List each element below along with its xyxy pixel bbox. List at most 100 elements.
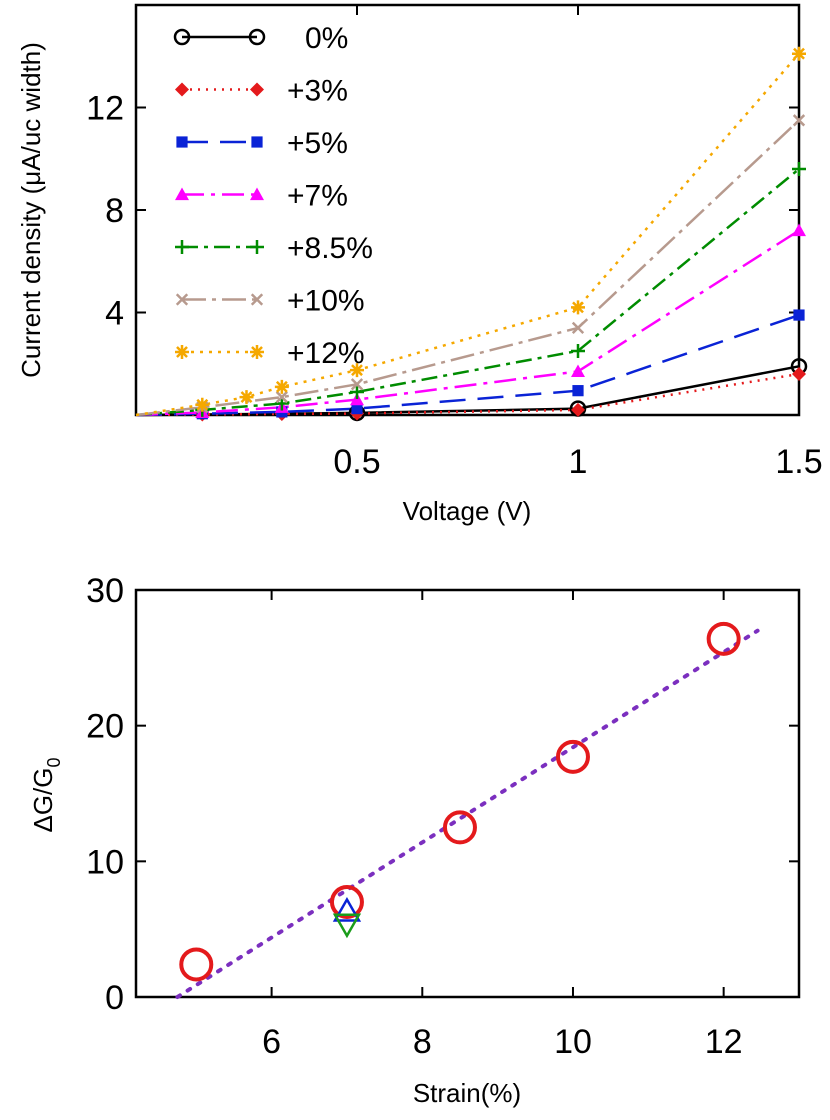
chart1-point-s5-p2-shape xyxy=(275,390,288,404)
chart1-point-s6-p3 xyxy=(274,379,289,394)
chart1-series-line-5 xyxy=(135,119,800,417)
chart1-point-s3-p4 xyxy=(571,364,585,378)
chart2-markers xyxy=(179,621,741,982)
chart1-point-s4-p4-shape xyxy=(571,343,585,358)
chart1-legend-marker-right-6 xyxy=(250,345,264,359)
chart1-legend-marker-left-0-shape xyxy=(173,28,191,46)
chart1-legend-label-3: +7% xyxy=(287,180,348,213)
chart1-point-s6-p2-shape xyxy=(239,390,254,405)
chart1-legend-label-6: +12% xyxy=(287,337,365,370)
chart1-point-s6-p2 xyxy=(239,390,254,405)
chart1-legend-marker-right-2 xyxy=(251,136,263,148)
chart1-legend-marker-right-3-shape xyxy=(250,187,264,201)
chart1-x-tick-label: 1 xyxy=(569,443,588,481)
chart1-legend-marker-right-0 xyxy=(248,28,266,46)
chart1-x-axis-label: Voltage (V) xyxy=(403,496,532,526)
chart2-point-s2-p0 xyxy=(332,913,362,939)
chart2-point-s0-p1-shape xyxy=(329,885,364,920)
chart1-point-s1-p5-shape xyxy=(792,367,806,381)
chart2-x-tick-label: 12 xyxy=(705,1023,743,1061)
chart1-legend-marker-left-6-shape xyxy=(175,345,189,359)
chart1-point-s2-p5 xyxy=(793,309,805,321)
chart1-y-axis-label: Current density (μA/uc width) xyxy=(16,42,46,378)
chart1-legend-marker-left-3 xyxy=(175,187,189,201)
chart1-point-s3-p5-shape xyxy=(792,223,806,237)
chart1-point-s5-p3 xyxy=(350,378,364,391)
chart1-legend-marker-right-0-shape xyxy=(248,28,266,46)
chart2-x-tick-label: 6 xyxy=(262,1023,281,1061)
chart1-point-s6-p6 xyxy=(792,46,806,61)
chart2-point-s0-p2-shape xyxy=(442,810,477,845)
chart1-legend-marker-left-3-shape xyxy=(175,187,189,201)
chart1-legend-entry-4: +8.5% xyxy=(175,232,373,265)
chart1-legend-marker-right-1-shape xyxy=(250,82,264,97)
chart2-y-tick-label: 0 xyxy=(105,979,124,1017)
chart2-x-tick-label: 10 xyxy=(554,1023,592,1061)
chart1-legend-marker-left-6 xyxy=(175,345,189,359)
chart1-point-s5-p4 xyxy=(571,321,585,335)
chart1-legend-marker-left-1-shape xyxy=(175,82,189,97)
chart1-point-s5-p3-shape xyxy=(350,378,364,391)
chart1-point-s6-p4-shape xyxy=(350,363,364,378)
chart1-legend-label-0: 0% xyxy=(305,22,348,55)
chart2-point-s2-p0-shape xyxy=(332,913,362,939)
chart1-point-s6-p4 xyxy=(350,363,364,378)
chart1-point-s4-p3 xyxy=(350,384,364,399)
chart1-point-s1-p4 xyxy=(571,402,585,417)
chart1-legend-entry-5: +10% xyxy=(175,285,365,318)
chart2-point-s0-p0-shape xyxy=(179,947,214,982)
chart2-point-s0-p4-shape xyxy=(706,621,741,656)
chart2-point-s0-p2 xyxy=(442,810,477,845)
chart2-y-axis-label: ΔG/G0 xyxy=(28,757,64,832)
chart1-point-s6-p6-shape xyxy=(792,46,806,61)
chart1-legend-marker-left-2-shape xyxy=(176,136,188,148)
chart1-legend-marker-left-0 xyxy=(173,28,191,46)
chart1-point-s6-p5-shape xyxy=(571,300,585,315)
chart2-y-axis-label-main: ΔG/G xyxy=(28,767,58,832)
chart1-legend-label-4: +8.5% xyxy=(287,232,373,265)
chart1-legend-marker-right-1 xyxy=(250,82,264,97)
chart2-y-tick-label: 30 xyxy=(86,572,124,610)
chart1-legend-entry-3: +7% xyxy=(175,180,348,213)
chart1-point-s2-p3-shape xyxy=(351,402,363,415)
chart1-legend-label-2: +5% xyxy=(287,127,348,160)
chart1-point-s5-p5-shape xyxy=(792,114,806,127)
chart1-legend-marker-left-4-shape xyxy=(175,240,189,254)
chart1-point-s1-p5 xyxy=(792,367,806,381)
chart1-point-s6-p3-shape xyxy=(274,379,289,394)
chart1-legend-marker-right-4 xyxy=(250,240,264,254)
chart2-point-s0-p3-shape xyxy=(555,739,590,774)
chart1-y-tick-label: 8 xyxy=(105,192,124,230)
chart2-y-axis-label-subscript: 0 xyxy=(44,757,64,767)
chart1-point-s4-p5 xyxy=(792,162,806,176)
chart1-x-tick-label: 0.5 xyxy=(333,443,380,481)
chart1-series-markers xyxy=(195,46,808,422)
current-density-chart: 0.5 1 1.5 4 8 12 0% +3% +5% +7% +8.5% +10% +12% Vol… xyxy=(16,3,823,526)
chart1-series-line-3 xyxy=(135,229,800,417)
chart1-legend-label-1: +3% xyxy=(287,75,348,108)
chart1-frame xyxy=(134,3,801,417)
chart2-point-s0-p1 xyxy=(329,885,364,920)
chart1-legend-marker-left-2 xyxy=(176,136,188,148)
chart1-point-s3-p4-shape xyxy=(571,364,585,378)
chart2-y-axis-label-group: ΔG/G0 xyxy=(28,757,64,832)
chart1-point-s4-p5-shape xyxy=(792,162,806,176)
chart2-frame xyxy=(134,588,801,999)
chart1-legend-marker-left-1 xyxy=(175,82,189,97)
chart2-y-tick-label: 10 xyxy=(86,843,124,881)
chart2-y-tick-label: 20 xyxy=(86,708,124,746)
chart1-legend-marker-right-4-shape xyxy=(250,240,264,254)
chart2-point-s1-p0-shape xyxy=(332,897,362,922)
chart2-point-s1-p0 xyxy=(332,897,362,922)
chart1-legend-marker-left-5-shape xyxy=(175,293,189,306)
chart1-y-tick-label: 4 xyxy=(105,295,124,333)
chart2-point-s0-p3 xyxy=(555,739,590,774)
chart1-point-s6-p1-shape xyxy=(195,397,210,412)
chart1-x-tick-label: 1.5 xyxy=(775,443,822,481)
chart1-legend-marker-right-5 xyxy=(250,293,264,306)
chart1-legend-marker-right-3 xyxy=(250,187,264,201)
chart1-legend-marker-left-4 xyxy=(175,240,189,254)
chart2-x-axis-label: Strain(%) xyxy=(413,1078,521,1108)
chart2-x-tick-label: 8 xyxy=(413,1023,432,1061)
